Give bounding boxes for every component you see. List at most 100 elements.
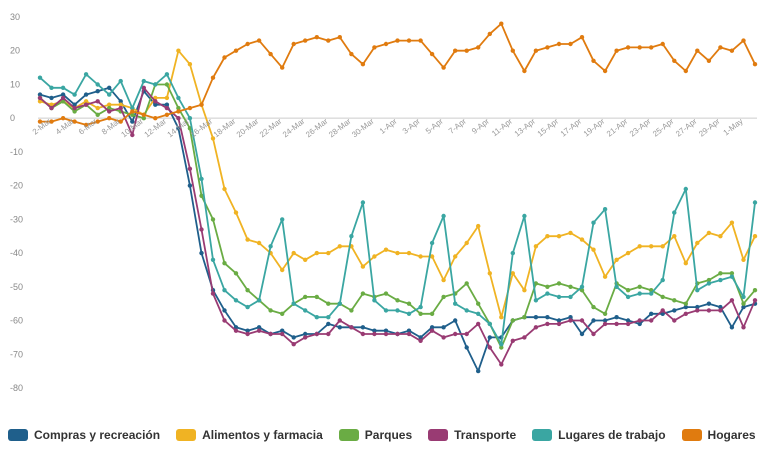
data-point	[49, 95, 54, 101]
data-point	[706, 301, 712, 306]
x-tick-label: 21-Apr	[605, 116, 630, 138]
data-point	[625, 294, 631, 300]
data-point	[130, 109, 135, 114]
x-tick-label: 5-Apr	[424, 116, 445, 135]
data-point	[672, 298, 677, 303]
data-point	[187, 116, 193, 121]
data-point	[337, 35, 342, 40]
data-point	[107, 92, 112, 97]
data-point	[695, 48, 700, 53]
data-point	[741, 301, 746, 306]
data-point	[372, 254, 377, 259]
data-point	[360, 325, 366, 330]
data-point	[107, 109, 112, 114]
data-point	[591, 304, 596, 310]
data-point	[441, 65, 446, 70]
data-point	[256, 325, 262, 330]
x-axis: 2-Mar 4-Mar 6-Mar 8-Mar10-Mar12-Mar14-Mar16…	[31, 116, 745, 139]
data-point	[418, 304, 423, 310]
data-point	[95, 105, 100, 111]
legend-item[interactable]: Lugares de trabajo	[532, 428, 666, 442]
data-point	[83, 102, 89, 107]
data-point	[360, 291, 366, 296]
legend-item[interactable]: Compras y recreación	[8, 428, 160, 442]
data-point	[395, 298, 400, 303]
data-point	[649, 291, 654, 296]
data-point	[268, 244, 273, 249]
data-point	[164, 95, 170, 101]
data-point	[372, 328, 377, 333]
legend-item[interactable]: Parques	[338, 428, 412, 442]
data-point	[510, 271, 515, 276]
data-point	[453, 331, 458, 337]
data-point	[441, 325, 446, 330]
data-point	[752, 61, 758, 67]
data-point	[164, 72, 170, 77]
data-point	[326, 315, 331, 320]
x-tick-label: 29-Apr	[697, 116, 722, 138]
data-point	[741, 304, 746, 310]
data-point	[360, 61, 366, 67]
data-point	[245, 237, 250, 242]
data-point	[245, 41, 250, 47]
series-hogares	[37, 21, 758, 128]
legend-label: Transporte	[454, 428, 517, 442]
data-point	[326, 331, 331, 337]
data-point	[695, 308, 700, 313]
data-point	[107, 116, 112, 121]
data-point	[729, 271, 735, 276]
data-point	[429, 325, 435, 330]
data-point	[591, 247, 596, 252]
data-point	[303, 308, 308, 313]
data-point	[37, 92, 43, 97]
data-point	[522, 315, 527, 320]
data-point	[360, 264, 366, 269]
data-point	[453, 318, 458, 323]
data-point	[499, 342, 504, 347]
data-point	[602, 318, 608, 323]
data-point	[360, 200, 366, 205]
data-point	[176, 48, 181, 53]
data-point	[372, 298, 377, 303]
legend-swatch	[428, 429, 449, 441]
y-tick-label: -40	[10, 248, 23, 258]
data-point	[95, 112, 100, 118]
data-point	[222, 55, 227, 60]
data-point	[660, 311, 665, 316]
data-point	[695, 288, 700, 293]
data-point	[60, 85, 66, 91]
data-point	[741, 294, 746, 300]
data-point	[568, 230, 573, 236]
data-point	[614, 315, 619, 320]
legend-swatch	[338, 429, 359, 441]
x-tick-label: 2-Mar	[31, 116, 53, 136]
x-tick-label: 11-Apr	[490, 116, 514, 138]
legend-item[interactable]: Alimentos y farmacia	[176, 428, 323, 442]
data-point	[60, 95, 66, 101]
data-point	[187, 105, 193, 111]
data-point	[49, 102, 54, 107]
data-point	[291, 342, 296, 347]
data-point	[303, 38, 308, 43]
x-tick-label: 19-Apr	[582, 116, 607, 138]
data-point	[49, 105, 54, 111]
data-point	[556, 234, 562, 239]
data-point	[187, 61, 193, 67]
data-point	[487, 345, 492, 350]
data-point	[130, 132, 135, 138]
data-point	[718, 234, 723, 239]
data-point	[372, 45, 377, 50]
data-point	[199, 176, 204, 182]
y-tick-label: 30	[10, 12, 20, 22]
data-point	[660, 308, 665, 313]
data-point	[602, 321, 608, 327]
data-point	[568, 294, 573, 300]
data-point	[476, 368, 481, 374]
legend-item[interactable]: Transporte	[428, 428, 516, 442]
y-tick-label: -10	[10, 147, 23, 157]
data-point	[602, 68, 608, 74]
data-point	[233, 48, 239, 53]
legend-item[interactable]: Hogares	[681, 428, 756, 442]
data-point	[176, 95, 181, 101]
series-lugares-de-trabajo	[37, 72, 758, 347]
